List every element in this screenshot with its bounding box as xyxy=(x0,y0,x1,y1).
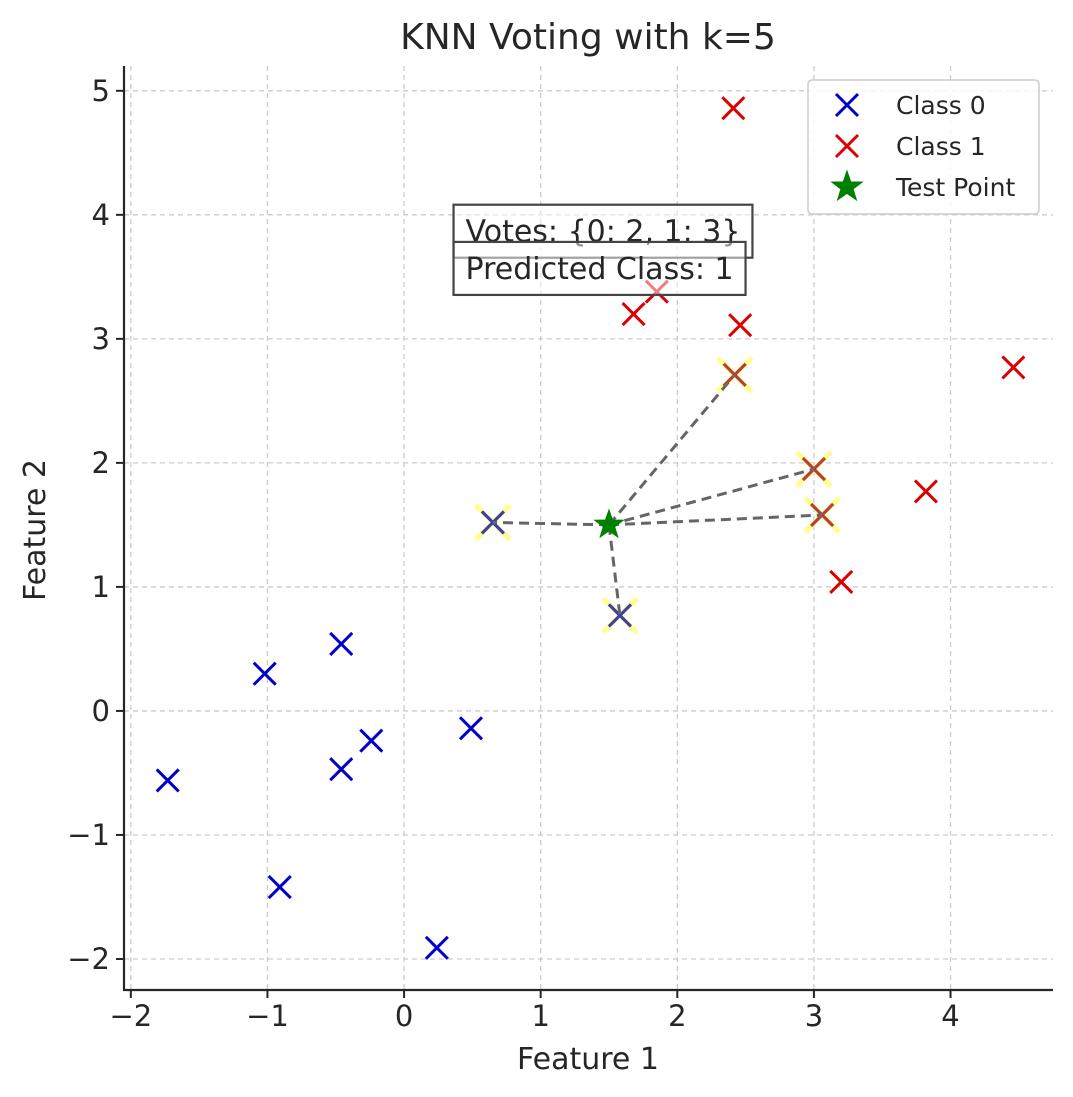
neighbor-overlay-marker xyxy=(810,502,835,528)
x-tick-label: 3 xyxy=(805,999,823,1033)
y-tick-label: 1 xyxy=(92,570,110,604)
y-tick-label: 4 xyxy=(92,198,110,232)
class-1-point xyxy=(1001,355,1026,380)
class-0-point xyxy=(329,757,354,782)
neighbor-link xyxy=(492,520,610,527)
x-tick-label: −2 xyxy=(109,999,152,1033)
class-1-point xyxy=(721,96,746,121)
y-tick-label: −2 xyxy=(67,942,110,976)
class-0-point xyxy=(267,874,292,900)
legend-x-marker xyxy=(834,133,860,159)
legend-label: Class 1 xyxy=(896,132,986,161)
legend-star-marker xyxy=(830,169,864,202)
neighbor-link xyxy=(608,467,815,527)
class-0-point xyxy=(252,661,277,686)
neighbor-overlay xyxy=(480,362,835,628)
class-0-point xyxy=(458,716,484,741)
neighbor-overlay-marker xyxy=(801,457,826,482)
annotation-text: Predicted Class: 1 xyxy=(466,252,734,287)
y-tick-label: 2 xyxy=(92,446,110,480)
class-0-point xyxy=(329,631,354,657)
neighbor-overlay-marker xyxy=(480,510,505,535)
class-1-point xyxy=(913,479,939,504)
legend-label: Class 0 xyxy=(896,91,986,120)
annotation-box: Predicted Class: 1 xyxy=(452,240,747,297)
x-tick-label: 1 xyxy=(531,999,549,1033)
x-axis-label: Feature 1 xyxy=(517,1042,659,1077)
class-1-point xyxy=(621,301,646,327)
y-tick-label: 5 xyxy=(92,74,110,108)
x-tick-label: 2 xyxy=(668,999,686,1033)
y-tick-label: 3 xyxy=(92,322,110,356)
legend-label: Test Point xyxy=(895,173,1015,202)
x-tick-label: 0 xyxy=(395,999,413,1033)
point-layer xyxy=(155,96,1026,960)
neighbor-overlay-marker xyxy=(722,362,747,387)
y-tick-label: −1 xyxy=(67,818,110,852)
class-0-point xyxy=(359,728,384,753)
chart-title: KNN Voting with k=5 xyxy=(400,17,776,58)
annotation-layer: Votes: {0: 2, 1: 3}Predicted Class: 1 xyxy=(452,203,754,297)
y-tick-label: 0 xyxy=(92,694,110,728)
legend-frame xyxy=(807,79,1040,215)
class-0-point xyxy=(607,603,632,628)
grid-lines xyxy=(124,66,1053,990)
x-tick-label: 4 xyxy=(941,999,959,1033)
x-tick-label: −1 xyxy=(246,999,289,1033)
neighbor-overlay-marker xyxy=(607,603,632,628)
test-point-star xyxy=(593,508,625,539)
class-0-point xyxy=(155,768,180,793)
axis-ticks: −2 −1 0 1 2 3 4 −2 −1 0 1 2 3 4 5 xyxy=(67,74,960,1033)
neighbor-link xyxy=(607,373,736,526)
neighbor-link xyxy=(607,524,622,616)
y-axis-label: Feature 2 xyxy=(18,459,53,601)
neighbor-link xyxy=(608,513,823,527)
legend-x-marker xyxy=(834,92,860,118)
class-0-point xyxy=(424,935,449,960)
class-1-point xyxy=(829,569,854,595)
class-1-point xyxy=(728,313,753,338)
annotation-frame xyxy=(452,240,747,297)
neighbor-layer xyxy=(474,356,841,635)
legend: Class 0 Class 1 Test Point xyxy=(807,79,1040,215)
